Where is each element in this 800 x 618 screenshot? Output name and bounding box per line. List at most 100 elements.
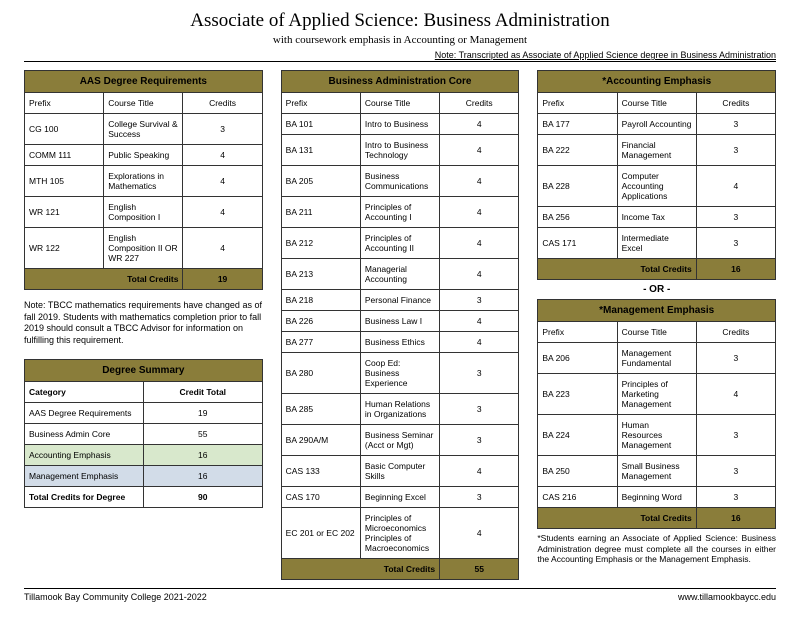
columns-layout: AAS Degree Requirements Prefix Course Ti… bbox=[24, 70, 776, 580]
cell-prefix: BA 277 bbox=[281, 332, 360, 353]
col-course: Course Title bbox=[617, 93, 696, 114]
cell-credits: 3 bbox=[183, 114, 262, 145]
cell-prefix: BA 223 bbox=[538, 374, 617, 415]
cell-prefix: BA 101 bbox=[281, 114, 360, 135]
accounting-emphasis-table: *Accounting Emphasis Prefix Course Title… bbox=[537, 70, 776, 280]
table-row: BA 290A/MBusiness Seminar (Acct or Mgt)3 bbox=[281, 425, 519, 456]
cell-title: Human Relations in Organizations bbox=[360, 394, 439, 425]
cell-prefix: EC 201 or EC 202 bbox=[281, 508, 360, 559]
summary-credits: 19 bbox=[143, 402, 262, 423]
cell-prefix: BA 206 bbox=[538, 343, 617, 374]
cell-prefix: BA 228 bbox=[538, 166, 617, 207]
column-center: Business Administration Core Prefix Cour… bbox=[281, 70, 520, 580]
divider-top bbox=[24, 61, 776, 62]
col-credits: Credits bbox=[440, 93, 519, 114]
business-core-table: Business Administration Core Prefix Cour… bbox=[281, 70, 520, 580]
table-row: BA 277Business Ethics4 bbox=[281, 332, 519, 353]
cell-title: Human Resources Management bbox=[617, 415, 696, 456]
cell-prefix: BA 224 bbox=[538, 415, 617, 456]
cell-title: Principles of Microeconomics Principles … bbox=[360, 508, 439, 559]
cell-credits: 3 bbox=[696, 114, 775, 135]
cell-prefix: BA 212 bbox=[281, 228, 360, 259]
summary-cred-header: Credit Total bbox=[143, 381, 262, 402]
cell-prefix: BA 256 bbox=[538, 207, 617, 228]
summary-cat: AAS Degree Requirements bbox=[25, 402, 144, 423]
col-prefix: Prefix bbox=[538, 322, 617, 343]
cell-credits: 3 bbox=[696, 207, 775, 228]
core-total-value: 55 bbox=[440, 559, 519, 580]
acct-total-label: Total Credits bbox=[538, 259, 696, 280]
cell-prefix: BA 211 bbox=[281, 197, 360, 228]
summary-row: Management Emphasis16 bbox=[25, 465, 263, 486]
core-total-label: Total Credits bbox=[281, 559, 439, 580]
cell-prefix: CAS 171 bbox=[538, 228, 617, 259]
cell-title: Beginning Word bbox=[617, 487, 696, 508]
acct-table-header: *Accounting Emphasis bbox=[538, 71, 776, 93]
cell-title: Explorations in Mathematics bbox=[104, 166, 183, 197]
cell-credits: 3 bbox=[696, 343, 775, 374]
table-row: BA 101Intro to Business4 bbox=[281, 114, 519, 135]
cell-credits: 3 bbox=[696, 415, 775, 456]
cell-credits: 3 bbox=[696, 456, 775, 487]
summary-cat: Accounting Emphasis bbox=[25, 444, 144, 465]
cell-credits: 4 bbox=[183, 197, 262, 228]
math-requirement-note: Note: TBCC mathematics requirements have… bbox=[24, 300, 263, 347]
cell-credits: 3 bbox=[696, 135, 775, 166]
table-row: EC 201 or EC 202Principles of Microecono… bbox=[281, 508, 519, 559]
cell-prefix: BA 226 bbox=[281, 311, 360, 332]
cell-credits: 4 bbox=[440, 228, 519, 259]
cell-title: Income Tax bbox=[617, 207, 696, 228]
table-row: WR 122English Composition II OR WR 2274 bbox=[25, 228, 263, 269]
acct-total-value: 16 bbox=[696, 259, 775, 280]
summary-credits: 55 bbox=[143, 423, 262, 444]
cell-credits: 4 bbox=[440, 259, 519, 290]
cell-prefix: BA 205 bbox=[281, 166, 360, 197]
cell-credits: 4 bbox=[440, 508, 519, 559]
cell-prefix: BA 280 bbox=[281, 353, 360, 394]
cell-title: English Composition I bbox=[104, 197, 183, 228]
cell-title: Intro to Business bbox=[360, 114, 439, 135]
cell-prefix: MTH 105 bbox=[25, 166, 104, 197]
cell-credits: 4 bbox=[183, 145, 262, 166]
cell-prefix: COMM 111 bbox=[25, 145, 104, 166]
table-row: BA 218Personal Finance3 bbox=[281, 290, 519, 311]
table-row: BA 206Management Fundamental3 bbox=[538, 343, 776, 374]
cell-title: Business Ethics bbox=[360, 332, 439, 353]
cell-prefix: WR 122 bbox=[25, 228, 104, 269]
table-row: BA 177Payroll Accounting3 bbox=[538, 114, 776, 135]
summary-row: AAS Degree Requirements19 bbox=[25, 402, 263, 423]
cell-credits: 3 bbox=[696, 487, 775, 508]
or-separator: - OR - bbox=[537, 284, 776, 295]
footer-left: Tillamook Bay Community College 2021-202… bbox=[24, 592, 207, 602]
cell-prefix: WR 121 bbox=[25, 197, 104, 228]
core-table-header: Business Administration Core bbox=[281, 71, 519, 93]
table-row: COMM 111Public Speaking4 bbox=[25, 145, 263, 166]
cell-title: Computer Accounting Applications bbox=[617, 166, 696, 207]
cell-title: Coop Ed: Business Experience bbox=[360, 353, 439, 394]
aas-table-header: AAS Degree Requirements bbox=[25, 71, 263, 93]
cell-credits: 4 bbox=[440, 114, 519, 135]
cell-credits: 4 bbox=[183, 228, 262, 269]
cell-credits: 3 bbox=[440, 394, 519, 425]
cell-title: Principles of Marketing Management bbox=[617, 374, 696, 415]
summary-credits: 16 bbox=[143, 444, 262, 465]
table-row: CG 100College Survival & Success3 bbox=[25, 114, 263, 145]
cell-credits: 3 bbox=[440, 353, 519, 394]
cell-title: Personal Finance bbox=[360, 290, 439, 311]
col-credits: Credits bbox=[183, 93, 262, 114]
cell-title: Public Speaking bbox=[104, 145, 183, 166]
cell-prefix: BA 131 bbox=[281, 135, 360, 166]
table-row: BA 213Managerial Accounting4 bbox=[281, 259, 519, 290]
cell-title: Managerial Accounting bbox=[360, 259, 439, 290]
cell-prefix: BA 177 bbox=[538, 114, 617, 135]
cell-title: Payroll Accounting bbox=[617, 114, 696, 135]
table-row: CAS 216Beginning Word3 bbox=[538, 487, 776, 508]
cell-title: Principles of Accounting II bbox=[360, 228, 439, 259]
mgmt-total-value: 16 bbox=[696, 508, 775, 529]
table-row: CAS 170Beginning Excel3 bbox=[281, 487, 519, 508]
cell-prefix: CG 100 bbox=[25, 114, 104, 145]
cell-title: Principles of Accounting I bbox=[360, 197, 439, 228]
cell-title: Business Law I bbox=[360, 311, 439, 332]
management-emphasis-table: *Management Emphasis Prefix Course Title… bbox=[537, 299, 776, 529]
cell-credits: 4 bbox=[440, 456, 519, 487]
